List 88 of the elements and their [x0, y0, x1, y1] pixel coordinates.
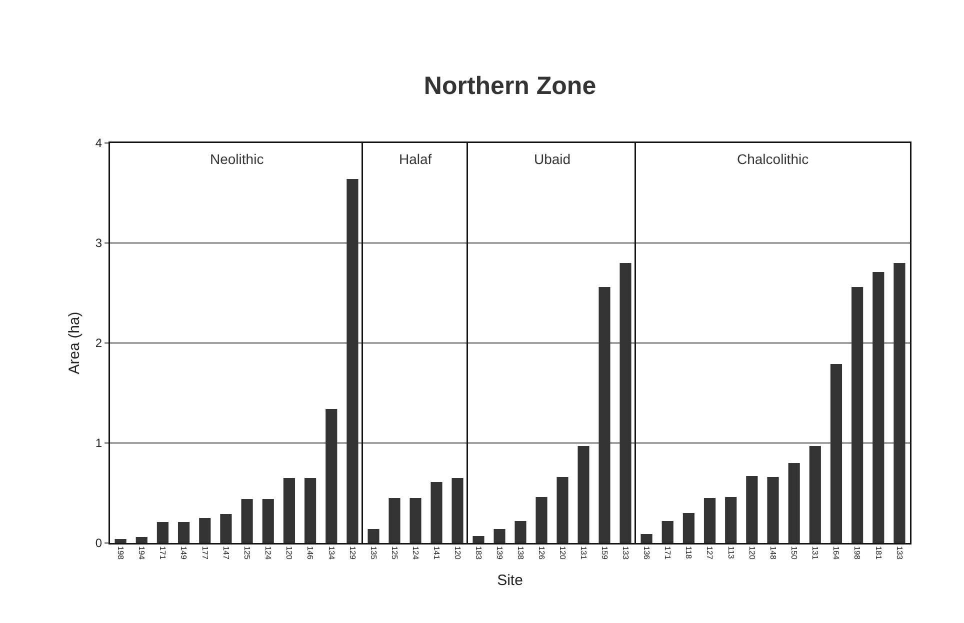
- bar: [598, 287, 610, 543]
- bar: [894, 263, 906, 543]
- x-tick-label: 148: [768, 546, 778, 560]
- bar: [114, 539, 126, 543]
- x-tick-label: 177: [200, 546, 210, 560]
- bar: [556, 477, 568, 543]
- x-tick-label: 133: [895, 546, 904, 560]
- bar: [283, 478, 296, 543]
- chart-title: Northern Zone: [422, 72, 598, 101]
- bar: [136, 537, 148, 543]
- x-tick-label: 139: [494, 546, 504, 560]
- y-tick-label: 1: [95, 436, 102, 450]
- bar: [304, 478, 316, 543]
- bar: [725, 497, 737, 543]
- annotation: Chalcolithic: [737, 151, 809, 167]
- annotation: Ubaid: [534, 151, 570, 167]
- bar: [788, 463, 800, 543]
- x-tick-label: 131: [810, 546, 820, 560]
- x-tick-label: 138: [516, 546, 525, 560]
- x-tick-label: 133: [620, 546, 630, 560]
- x-tick-label: 198: [116, 546, 125, 560]
- x-tick-label: 194: [137, 546, 146, 560]
- bar: [430, 482, 442, 543]
- x-tick-label: 134: [326, 546, 336, 560]
- x-tick-label: 118: [684, 546, 694, 560]
- bar: [536, 497, 548, 543]
- bar: [199, 518, 211, 543]
- x-tick-label: 198: [852, 546, 862, 560]
- x-tick-label: 181: [874, 546, 884, 560]
- bar: [641, 534, 653, 543]
- annotation: Halaf: [398, 151, 432, 167]
- x-tick-label: 124: [410, 546, 420, 560]
- bar: [810, 446, 822, 543]
- bar: [367, 529, 379, 543]
- bar: [262, 499, 274, 543]
- x-tick-label: 183: [474, 546, 483, 560]
- bar: [662, 521, 674, 543]
- x-tick-label: 141: [432, 546, 441, 560]
- x-tick-label: 171: [158, 546, 168, 560]
- x-tick-label: 146: [306, 546, 315, 560]
- bar: [578, 446, 590, 543]
- y-tick-label: 3: [95, 236, 102, 250]
- x-tick-label: 149: [179, 546, 188, 560]
- bar: [704, 498, 716, 543]
- bar: [451, 478, 463, 543]
- x-tick-label: 171: [663, 546, 672, 560]
- y-tick-label: 2: [95, 336, 102, 350]
- x-tick-label: 125: [390, 546, 399, 560]
- bar: [326, 409, 338, 543]
- bar: [346, 179, 358, 543]
- bar: [494, 529, 506, 543]
- x-tick-label: 159: [600, 546, 609, 560]
- bar: [767, 477, 780, 543]
- x-tick-label: 120: [452, 546, 462, 560]
- x-tick-label: 147: [221, 546, 230, 560]
- x-tick-label: 127: [705, 546, 714, 560]
- x-tick-label: 150: [790, 546, 799, 560]
- bar: [683, 513, 695, 543]
- x-tick-label: 131: [578, 546, 588, 560]
- x-tick-label: 125: [242, 546, 252, 560]
- x-tick-label: 120: [284, 546, 294, 560]
- x-tick-label: 120: [558, 546, 567, 560]
- bar: [872, 272, 884, 543]
- y-tick-label: 4: [95, 136, 102, 150]
- y-axis-title: Area (ha): [66, 312, 83, 374]
- x-tick-label: 124: [264, 546, 273, 560]
- bar: [409, 498, 421, 543]
- x-tick-label: 126: [536, 546, 546, 560]
- x-tick-label: 136: [642, 546, 652, 560]
- bar: [388, 498, 400, 543]
- bar: [830, 364, 842, 543]
- y-tick-label: 0: [95, 536, 102, 550]
- bar: [178, 522, 190, 543]
- bar: [220, 514, 232, 543]
- x-tick-label: 135: [368, 546, 378, 560]
- x-tick-label: 164: [832, 546, 841, 560]
- bar: [241, 499, 253, 543]
- annotation: Neolithic: [210, 151, 264, 167]
- bar: [156, 522, 169, 543]
- bar: [472, 536, 484, 543]
- bar: [852, 287, 864, 543]
- x-tick-label: 120: [748, 546, 757, 560]
- x-tick-label: 113: [726, 546, 736, 560]
- x-tick-label: 129: [348, 546, 357, 560]
- bar: [514, 521, 526, 543]
- x-axis-title: Site: [496, 572, 524, 589]
- bar: [620, 263, 632, 543]
- bar: [746, 476, 758, 543]
